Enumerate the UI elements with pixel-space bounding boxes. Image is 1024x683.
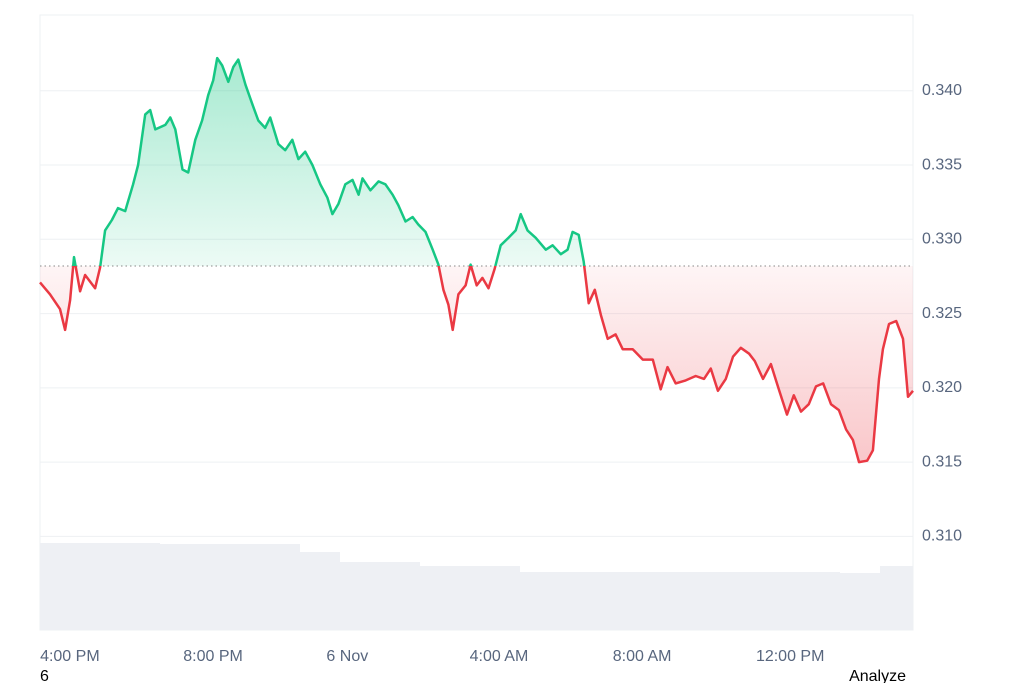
- y-tick-label: 0.340: [922, 82, 962, 99]
- y-tick-label: 0.335: [922, 156, 962, 173]
- x-tick-label: 4:00 AM: [470, 648, 529, 665]
- analyze-button[interactable]: Analyze: [849, 668, 906, 683]
- y-tick-label: 0.315: [922, 453, 962, 470]
- price-line: [39, 56, 914, 464]
- y-tick-label: 0.330: [922, 231, 962, 248]
- volume-area: [40, 543, 913, 630]
- y-tick-label: 0.325: [922, 305, 962, 322]
- x-tick-label: 6 Nov: [326, 648, 368, 665]
- price-area: [40, 58, 913, 463]
- x-tick-label: 8:00 PM: [183, 648, 243, 665]
- y-tick-label: 0.310: [922, 528, 962, 545]
- x-tick-label: 8:00 AM: [613, 648, 672, 665]
- x-tick-label: 4:00 PM: [40, 648, 100, 665]
- y-tick-label: 0.320: [922, 379, 962, 396]
- x-tick-label: 12:00 PM: [756, 648, 824, 665]
- footer-left: 6: [40, 668, 49, 683]
